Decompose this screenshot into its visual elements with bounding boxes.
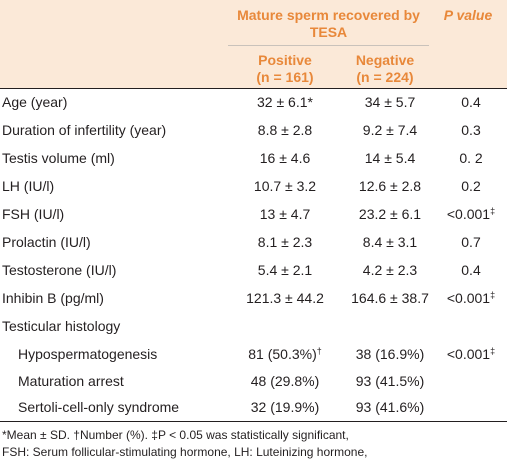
p-value: 0.4 (461, 94, 481, 110)
negative-value: 38 (16.9%) (355, 346, 425, 362)
table-row: FSH (IU/l) 13 ± 4.7 23.2 ± 6.1 <0.001‡ (0, 201, 507, 227)
negative-column-header: Negative (n = 224) (344, 52, 426, 86)
positive-value: 32 (19.9%) (250, 399, 320, 415)
table-row: Maturation arrest 48 (29.8%) 93 (41.5%) (0, 368, 507, 394)
table-row: Testis volume (ml) 16 ± 4.6 14 ± 5.4 0. … (0, 145, 507, 171)
positive-value: 48 (29.8%) (250, 373, 320, 389)
p-value: 0. 2 (459, 150, 483, 166)
positive-value: 8.8 ± 2.8 (257, 122, 313, 138)
footnote-mark: ‡ (490, 206, 496, 216)
p-value: <0.001‡ (446, 206, 496, 222)
row-label: Sertoli-cell-only syndrome (18, 399, 180, 415)
group-header-underline (228, 45, 429, 46)
row-label: Maturation arrest (18, 373, 124, 389)
negative-value: 93 (41.6%) (355, 399, 425, 415)
negative-value: 14 ± 5.4 (364, 150, 416, 166)
positive-column-header: Positive (n = 161) (244, 52, 326, 86)
table-row: Testosterone (IU/l) 5.4 ± 2.1 4.2 ± 2.3 … (0, 257, 507, 283)
p-value: 0.7 (461, 234, 481, 250)
negative-value: 164.6 ± 38.7 (351, 290, 429, 306)
row-label: Age (year) (2, 94, 68, 110)
negative-value: 34 ± 5.7 (364, 94, 416, 110)
row-label: LH (IU/l) (2, 178, 55, 194)
positive-value: 81 (50.3%)† (248, 346, 322, 362)
positive-value: 13 ± 4.7 (259, 206, 311, 222)
table-row: Hypospermatogenesis 81 (50.3%)† 38 (16.9… (0, 341, 507, 367)
row-label: Duration of infertility (year) (2, 122, 167, 138)
section-label: Testicular histology (2, 318, 121, 334)
table-row: Prolactin (IU/l) 8.1 ± 2.3 8.4 ± 3.1 0.7 (0, 229, 507, 255)
header-bottom-rule (0, 88, 507, 89)
row-label: Hypospermatogenesis (18, 346, 158, 362)
p-value: <0.001‡ (446, 290, 496, 306)
positive-value: 5.4 ± 2.1 (257, 262, 313, 278)
table-row: Testicular histology (0, 313, 507, 339)
table-row: LH (IU/l) 10.7 ± 3.2 12.6 ± 2.8 0.2 (0, 173, 507, 199)
positive-value: 121.3 ± 44.2 (246, 290, 324, 306)
row-label: Testis volume (ml) (2, 150, 115, 166)
row-label: FSH (IU/l) (2, 206, 65, 222)
table-row: Age (year) 32 ± 6.1* 34 ± 5.7 0.4 (0, 89, 507, 115)
table-row: Inhibin B (pg/ml) 121.3 ± 44.2 164.6 ± 3… (0, 285, 507, 311)
positive-value: 10.7 ± 3.2 (253, 178, 317, 194)
negative-value: 93 (41.5%) (355, 373, 425, 389)
positive-value: 16 ± 4.6 (259, 150, 311, 166)
negative-value: 23.2 ± 6.1 (358, 206, 422, 222)
footnote-line-1: *Mean ± SD. †Number (%). ‡P < 0.05 was s… (2, 428, 349, 442)
negative-value: 12.6 ± 2.8 (358, 178, 422, 194)
p-value-header-text: P value (443, 7, 493, 23)
table-row: Duration of infertility (year) 8.8 ± 2.8… (0, 117, 507, 143)
footnote-mark: † (316, 346, 322, 356)
negative-value: 4.2 ± 2.3 (362, 262, 418, 278)
positive-value: 32 ± 6.1* (257, 94, 313, 110)
p-value: 0.3 (461, 122, 481, 138)
negative-value: 9.2 ± 7.4 (362, 122, 418, 138)
negative-n: (n = 224) (356, 69, 414, 85)
footnote-mark: * (307, 94, 313, 110)
footnote-mark: ‡ (490, 346, 496, 356)
row-label: Testosterone (IU/l) (2, 262, 117, 278)
footnote-mark: ‡ (490, 290, 496, 300)
footnote-line-2: FSH: Serum follicular-stimulating hormon… (2, 445, 368, 459)
row-label: Inhibin B (pg/ml) (2, 290, 104, 306)
p-value: <0.001‡ (446, 346, 496, 362)
row-label: Prolactin (IU/l) (2, 234, 91, 250)
positive-value: 8.1 ± 2.3 (257, 234, 313, 250)
negative-label: Negative (355, 52, 415, 68)
positive-label: Positive (258, 52, 312, 68)
p-value: 0.2 (461, 178, 481, 194)
negative-value: 8.4 ± 3.1 (362, 234, 418, 250)
positive-n: (n = 161) (256, 69, 314, 85)
p-value-header: P value (435, 7, 501, 24)
table-header-band (0, 0, 507, 88)
table-bottom-rule (0, 421, 507, 422)
p-value: 0.4 (461, 262, 481, 278)
group-header: Mature sperm recovered by TESA (237, 7, 420, 40)
table-row: Sertoli-cell-only syndrome 32 (19.9%) 93… (0, 394, 507, 420)
